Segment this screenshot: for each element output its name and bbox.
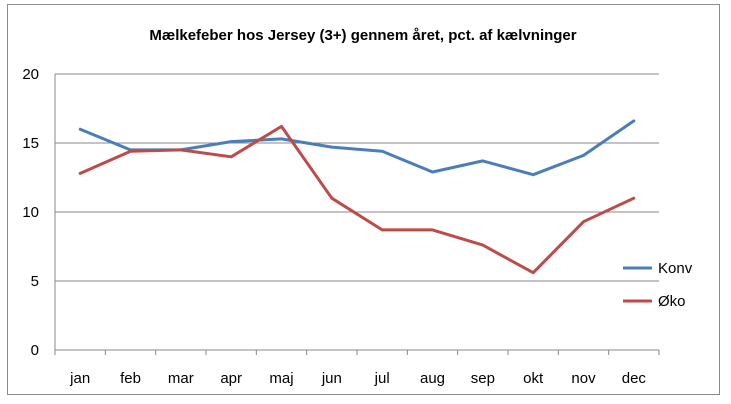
x-tick-label: feb	[120, 370, 141, 387]
x-tick-label: sep	[471, 370, 495, 387]
x-tick-label: apr	[220, 370, 242, 387]
series-lines	[78, 119, 636, 275]
legend-label: Øko	[658, 293, 686, 310]
x-tick-labels: jan feb mar apr maj jun jul aug sep okt nov dec	[69, 370, 646, 387]
x-tick-label: maj	[269, 370, 293, 387]
chart-frame	[7, 4, 720, 395]
y-tick-label: 10	[22, 204, 39, 221]
legend-label: Konv	[658, 260, 693, 277]
x-tick-label: mar	[168, 370, 194, 387]
x-tick-label: okt	[523, 370, 544, 387]
x-tick-label: aug	[420, 370, 445, 387]
gridlines	[55, 73, 659, 282]
x-tick-label: dec	[622, 370, 647, 387]
legend: Konv Øko	[623, 260, 693, 310]
x-tick-label: jul	[374, 370, 390, 387]
y-tick-label: 20	[22, 66, 39, 83]
x-tick-label: nov	[571, 370, 596, 387]
y-tick-label: 15	[22, 135, 39, 152]
y-tick-labels: 0 5 10 15 20	[22, 66, 39, 359]
x-tick-label: jan	[69, 370, 90, 387]
x-tick-label: jun	[321, 370, 342, 387]
axes	[54, 74, 660, 355]
y-tick-label: 5	[31, 273, 39, 290]
chart-title: Mælkefeber hos Jersey (3+) gennem året, …	[149, 27, 576, 44]
series-line-øko	[78, 124, 636, 275]
y-tick-label: 0	[31, 342, 39, 359]
series-line-konv	[78, 119, 636, 177]
